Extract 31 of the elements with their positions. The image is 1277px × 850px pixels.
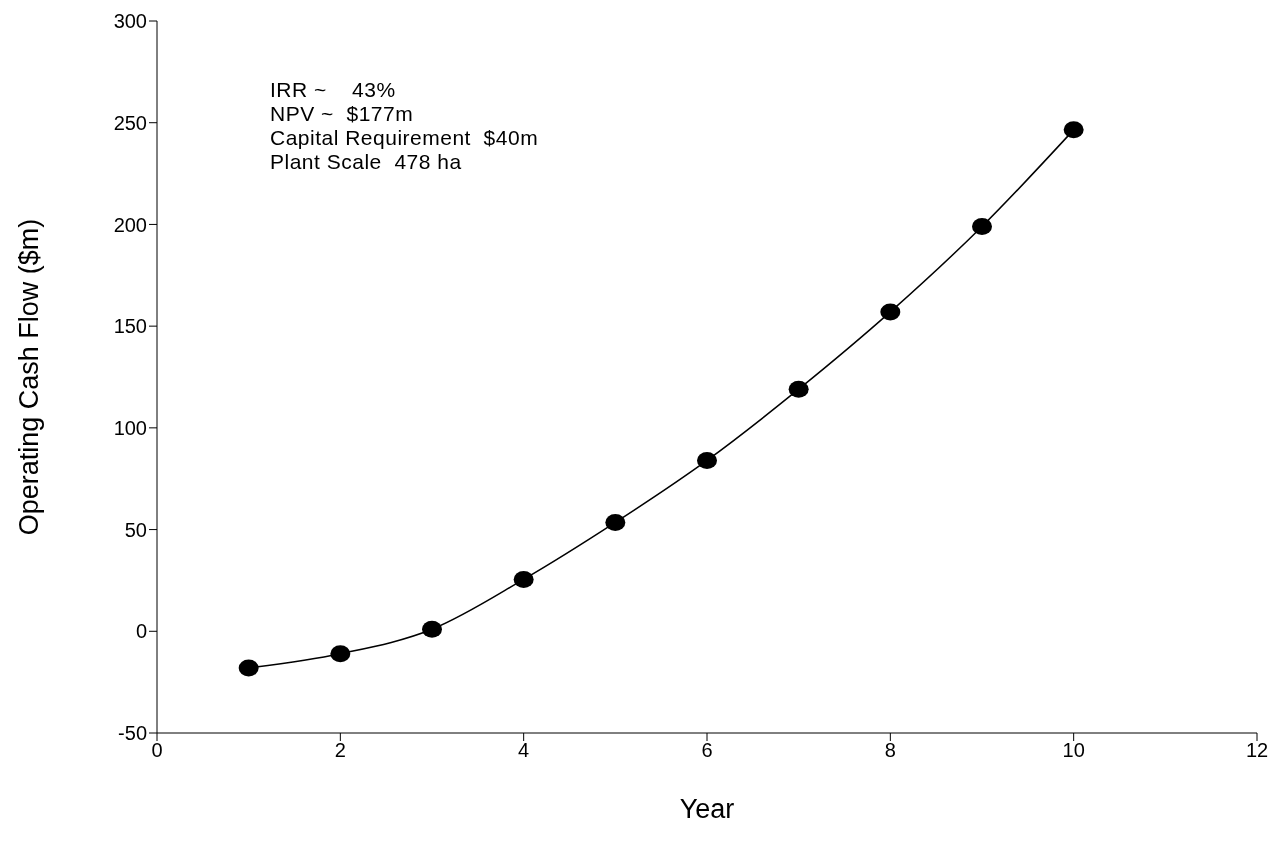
point: [422, 620, 442, 638]
y-tick-label: 100: [113, 416, 147, 439]
y-tick-label: 0: [135, 620, 147, 643]
x-tick-label: 4: [518, 739, 530, 762]
y-tick-label: 200: [113, 213, 147, 236]
x-tick-label: 10: [1062, 739, 1085, 762]
x-axis-title: Year: [679, 794, 735, 824]
annotation: Plant Scale 478 ha: [270, 150, 463, 174]
y-tick-label: 300: [113, 10, 147, 33]
point: [880, 303, 901, 321]
y-tick-label: 50: [124, 518, 147, 541]
point: [1063, 121, 1084, 139]
point: [330, 645, 351, 663]
x-tick-label: 2: [334, 739, 346, 762]
x-tick-label: 8: [884, 739, 896, 762]
y-tick-label: -50: [118, 722, 147, 745]
annotation: Capital Requirement $40m: [270, 126, 539, 150]
point: [972, 217, 992, 235]
x-tick-label: 12: [1245, 739, 1269, 762]
y-tick-label: 150: [113, 315, 147, 338]
point: [788, 380, 809, 398]
point: [513, 570, 534, 588]
point: [605, 513, 626, 531]
point: [697, 451, 717, 469]
x-tick-label: 0: [151, 739, 163, 762]
annotation: IRR ~ 43%: [270, 78, 397, 102]
point: [238, 659, 259, 677]
x-tick-label: 6: [701, 739, 713, 762]
annotation: NPV ~ $177m: [270, 102, 415, 126]
y-tick-label: 250: [113, 111, 147, 134]
y-axis-title: Operating Cash Flow ($m): [13, 218, 44, 536]
